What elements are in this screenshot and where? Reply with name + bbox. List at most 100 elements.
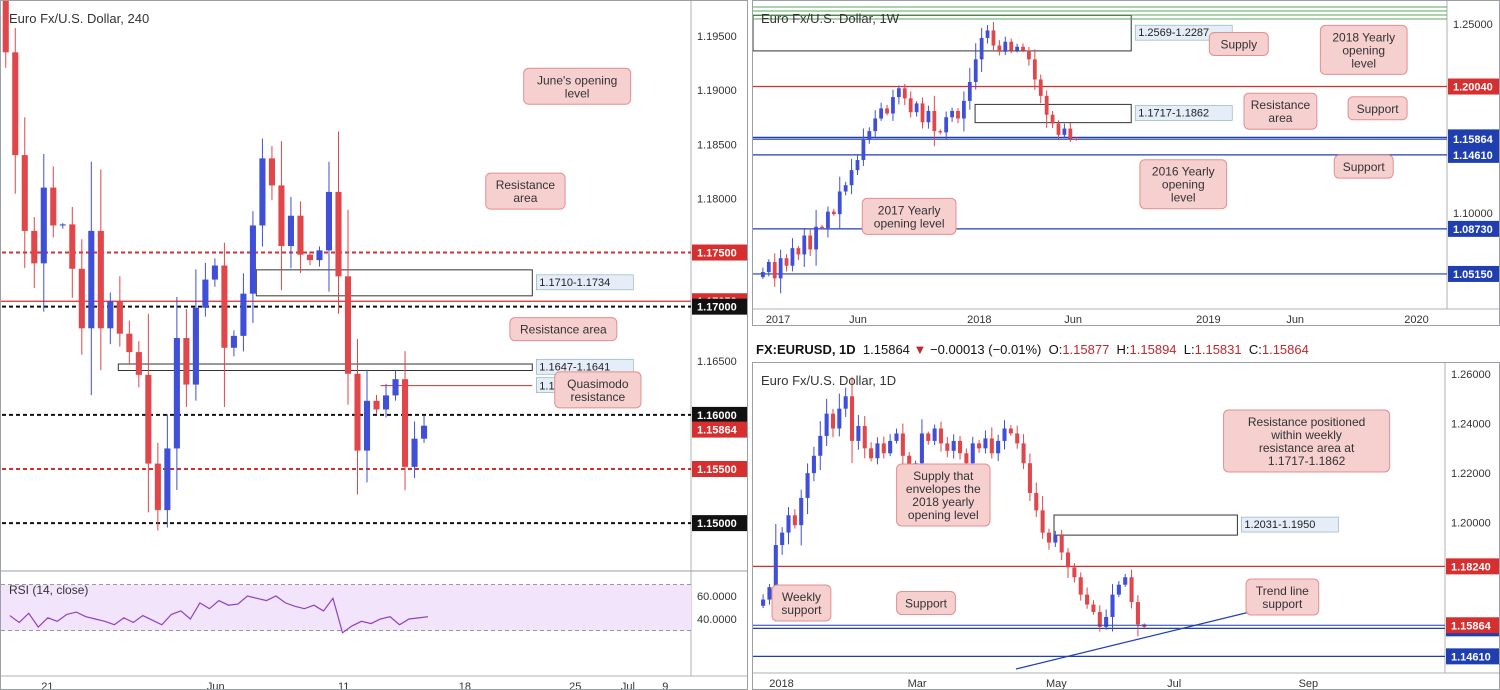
candle-body xyxy=(761,272,765,278)
daily-chart-canvas[interactable]: 1.2031-1.19501.182401.157401.146101.2600… xyxy=(753,363,1500,690)
candle-body xyxy=(69,224,76,269)
callout-box xyxy=(554,371,642,409)
candle-body xyxy=(1040,510,1045,533)
zone-box xyxy=(1053,514,1238,536)
candle-body xyxy=(902,88,907,99)
candle-body xyxy=(1046,532,1052,543)
candle-body xyxy=(938,131,943,133)
rsi-label: RSI (14, close) xyxy=(9,583,89,597)
price-tag: 1.08730 xyxy=(1453,224,1493,236)
h4-chart-canvas[interactable]: 1.1710-1.17341.1647-1.16411.16271.175001… xyxy=(1,1,748,690)
candle-body xyxy=(950,110,954,118)
callout-box xyxy=(1243,92,1318,130)
zone-label: 1.1710-1.1734 xyxy=(539,277,610,289)
rsi-y-tick: 40.0000 xyxy=(697,614,737,626)
price-tag: 1.17500 xyxy=(697,248,737,260)
candle-body xyxy=(773,545,778,588)
callout-text: within weekly xyxy=(1270,428,1342,442)
candle-body xyxy=(249,225,256,294)
price-tag: 1.05150 xyxy=(1453,269,1493,281)
weekly-chart-canvas[interactable]: 1.2569-1.22871.1717-1.18621.200401.16000… xyxy=(753,1,1500,326)
candle-body xyxy=(970,443,975,464)
candle-body xyxy=(996,440,1001,454)
daily-chart-panel[interactable]: 1.2031-1.19501.182401.157401.146101.2600… xyxy=(752,362,1500,690)
candle-body xyxy=(985,30,990,38)
callout-text: Resistance area xyxy=(520,323,607,337)
candle-body xyxy=(802,235,807,255)
callout-text: level xyxy=(565,86,590,100)
candle-body xyxy=(1135,602,1140,625)
candle-body xyxy=(979,37,984,60)
candle-body xyxy=(957,440,963,454)
price-tag: 1.15864 xyxy=(1451,620,1492,632)
candle-body xyxy=(40,187,47,264)
candle-body xyxy=(354,373,361,451)
zone-label-bg xyxy=(1241,516,1339,533)
callout-box xyxy=(896,463,991,527)
callout-text: resistance xyxy=(570,390,625,404)
price-tag: 1.15500 xyxy=(697,464,737,476)
candle-body xyxy=(944,117,949,133)
candle-body xyxy=(843,396,848,409)
candle-body xyxy=(1009,41,1014,51)
candle-body xyxy=(1104,616,1109,627)
callout-text: resistance area at xyxy=(1259,441,1355,455)
x-tick-label: 2019 xyxy=(1196,314,1220,326)
candle-body xyxy=(297,215,304,255)
candle-body xyxy=(926,433,931,441)
price-tag-bg xyxy=(1448,220,1499,237)
candle-body xyxy=(373,400,380,410)
h4-chart-panel[interactable]: 1.1710-1.17341.1647-1.16411.16271.175001… xyxy=(0,0,748,690)
callout-text: Quasimodo xyxy=(567,377,629,391)
weekly-chart-panel[interactable]: 1.2569-1.22871.1717-1.18621.200401.16000… xyxy=(752,0,1500,326)
candle-body xyxy=(989,438,994,454)
header-change: −0.00013 (−0.01%) xyxy=(930,342,1042,357)
candle-body xyxy=(1002,428,1007,441)
price-tag: 1.14610 xyxy=(1451,651,1491,663)
header-symbol: FX:EURUSD, 1D xyxy=(756,342,856,357)
x-tick-label: 2018 xyxy=(769,678,793,690)
candle-body xyxy=(973,59,978,82)
candle-body xyxy=(830,413,836,429)
candle-body xyxy=(211,265,218,280)
callout-text: opening level xyxy=(874,216,945,230)
candle-body xyxy=(914,103,919,113)
candle-body xyxy=(1027,463,1032,493)
callout-box xyxy=(1223,409,1391,473)
candle-body xyxy=(1059,535,1064,553)
candle-body xyxy=(411,438,418,467)
price-tag-bg xyxy=(1448,78,1499,95)
candle-body xyxy=(116,301,123,334)
candle-body xyxy=(767,587,772,600)
candle-body xyxy=(221,265,228,348)
candle-body xyxy=(991,30,996,46)
callout-box xyxy=(1319,24,1408,75)
x-tick-label: 2018 xyxy=(967,314,991,326)
zone-label: 1.2569-1.2287 xyxy=(1138,27,1209,39)
zone-label-bg xyxy=(535,274,634,291)
candle-body xyxy=(1044,95,1049,115)
candle-body xyxy=(790,248,795,266)
price-tag-bg xyxy=(1448,131,1499,148)
candle-body xyxy=(401,379,409,467)
candle-body xyxy=(818,435,823,456)
candle-body xyxy=(382,395,390,410)
candle-body xyxy=(766,261,771,273)
weekly-chart-title: Euro Fx/U.S. Dollar, 1W xyxy=(761,11,899,26)
candle-body xyxy=(107,301,114,329)
price-tag-bg xyxy=(1448,146,1499,163)
candle-body xyxy=(896,88,901,98)
candle-body xyxy=(1097,611,1102,627)
candle-body xyxy=(1050,114,1055,124)
zone-label-bg xyxy=(1134,105,1233,121)
callout-box xyxy=(1245,578,1320,616)
price-tag: 1.15000 xyxy=(697,518,737,530)
zone-box xyxy=(255,269,533,297)
candle-body xyxy=(900,433,905,456)
candle-body xyxy=(808,235,813,250)
callout-box xyxy=(896,591,956,615)
candle-body xyxy=(240,293,247,336)
candle-body xyxy=(88,230,95,329)
candle-body xyxy=(784,258,789,266)
y-tick-label: 1.18000 xyxy=(697,193,737,205)
